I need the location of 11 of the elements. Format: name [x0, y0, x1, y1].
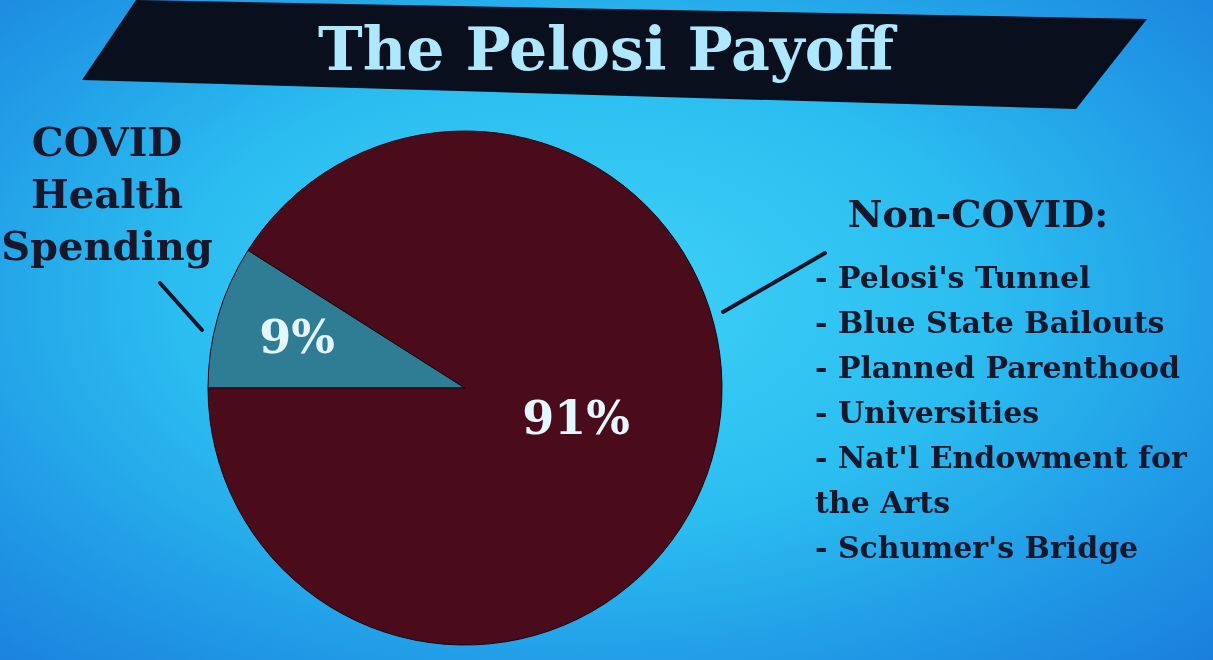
chart-title: The Pelosi Payoff	[318, 14, 898, 84]
text: - Nat'l Endowment for the Arts	[815, 440, 1188, 520]
text: - Schumer's Bridge	[815, 530, 1139, 565]
data-label: 91%	[522, 391, 630, 446]
slice-label: COVID Health Spending	[1, 118, 213, 269]
text: - Universities	[815, 395, 1040, 430]
text: Non-COVID:	[847, 191, 1109, 236]
text: - Planned Parenthood	[815, 350, 1180, 385]
data-label: 9%	[259, 310, 336, 365]
text: - Blue State Bailouts	[815, 305, 1165, 340]
text: - Pelosi's Tunnel	[815, 260, 1091, 295]
